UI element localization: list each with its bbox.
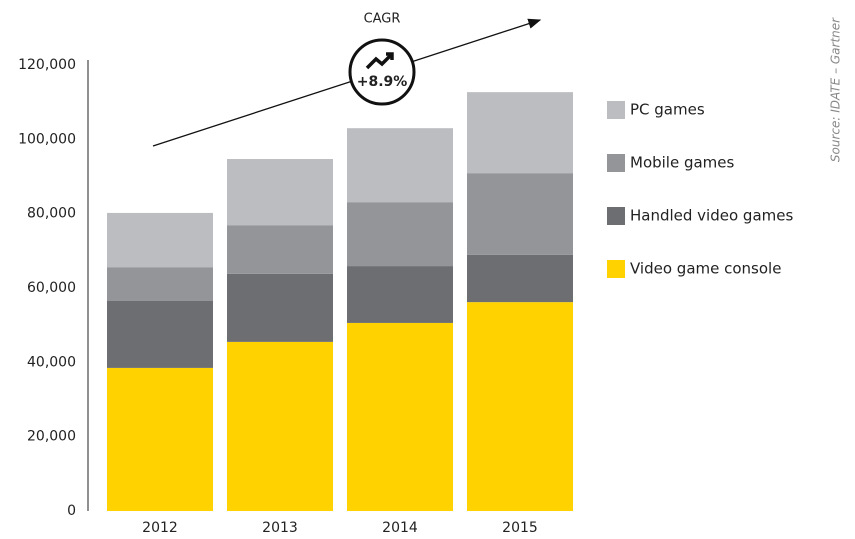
bar-segment [107, 212, 213, 268]
legend-label: Video game console [630, 260, 781, 278]
bar-segment [107, 301, 213, 368]
y-tick-label: 40,000 [27, 354, 76, 370]
bar-segment [227, 341, 333, 511]
bar-segment [227, 159, 333, 226]
cagr-badge [348, 38, 416, 106]
bar-segment [347, 266, 453, 323]
y-tick-label: 20,000 [27, 429, 76, 445]
cagr-value: +8.9% [357, 74, 408, 90]
bar-segment [347, 128, 453, 203]
x-tick-label: 2013 [262, 520, 298, 535]
x-tick-label: 2014 [382, 520, 418, 535]
bar-segment [347, 202, 453, 267]
legend-swatch [607, 207, 625, 225]
legend-label: Handled video games [630, 207, 793, 225]
bar-segment [467, 302, 573, 511]
y-tick-label: 120,000 [18, 57, 76, 73]
legend-swatch [607, 154, 625, 172]
bar-segment [467, 92, 573, 174]
trend-arrow [152, 18, 542, 147]
legend-label: Mobile games [630, 154, 735, 172]
cagr-icon [365, 52, 394, 70]
cagr-title: CAGR [364, 12, 401, 27]
y-tick-label: 100,000 [18, 131, 76, 147]
bar-segment [347, 322, 453, 511]
source: Source: IDATE – Gartner [829, 17, 843, 162]
bar-segment [107, 367, 213, 511]
legend-swatch [607, 260, 625, 278]
y-tick-label: 0 [67, 503, 76, 519]
bar-segment [107, 267, 213, 302]
y-tick-label: 60,000 [27, 280, 76, 296]
legend-label: PC games [630, 101, 705, 119]
bar-segment [467, 173, 573, 255]
x-tick-label: 2012 [142, 520, 178, 535]
bar-segment [227, 225, 333, 274]
bar-segment [467, 254, 573, 303]
x-tick-label: 2015 [502, 520, 538, 535]
bar-segment [227, 273, 333, 342]
legend-swatch [607, 101, 625, 119]
y-tick-label: 80,000 [27, 206, 76, 222]
